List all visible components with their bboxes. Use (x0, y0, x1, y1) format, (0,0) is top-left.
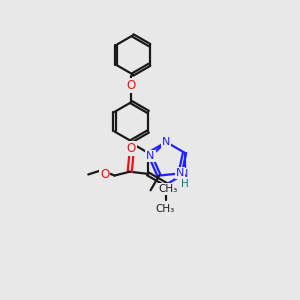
Text: O: O (100, 169, 109, 182)
Text: N: N (162, 137, 170, 147)
Text: H: H (181, 179, 188, 189)
Text: N: N (180, 169, 189, 179)
Text: CH₃: CH₃ (159, 184, 178, 194)
Text: N: N (176, 168, 184, 178)
Text: CH₃: CH₃ (155, 204, 174, 214)
Text: O: O (127, 79, 136, 92)
Text: O: O (127, 142, 136, 155)
Text: N: N (146, 151, 154, 161)
